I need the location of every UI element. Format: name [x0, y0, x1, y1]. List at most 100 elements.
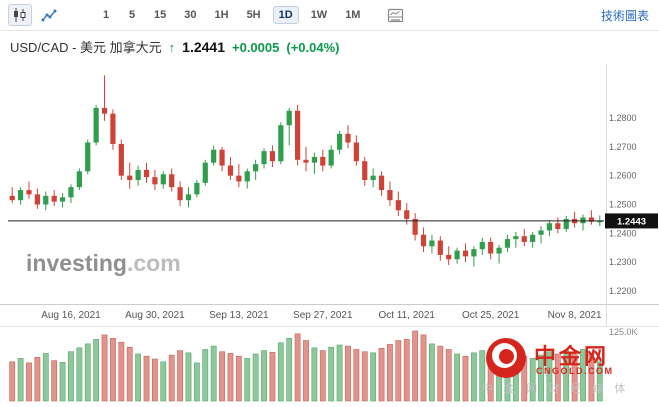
volume-bar [185, 352, 192, 402]
y-tick-label: 1.2400 [609, 228, 637, 238]
candlestick-style-button[interactable] [8, 4, 32, 26]
candle-body [236, 175, 242, 182]
candle-body [429, 240, 435, 247]
volume-bar [143, 355, 150, 402]
candle-body [370, 175, 376, 180]
indicators-button[interactable] [383, 4, 407, 26]
volume-bar [420, 334, 427, 402]
y-tick-label: 1.2800 [609, 113, 637, 123]
candle-body [546, 223, 553, 231]
candle-body [143, 169, 150, 178]
volume-bar [17, 358, 24, 402]
candle-body [169, 174, 175, 188]
volume-bar [252, 353, 259, 402]
volume-axis-label: 125.0K [609, 327, 638, 337]
candle-body [17, 190, 24, 201]
volume-bar [219, 351, 225, 402]
candle-body [530, 234, 536, 242]
candle-body [555, 223, 561, 229]
timeframe-5[interactable]: 5 [122, 6, 142, 24]
technical-chart-link[interactable]: 技術圖表 [600, 8, 649, 23]
x-axis: Aug 16, 2021 Aug 30, 2021 Sep 13, 2021 Sep … [41, 310, 602, 321]
candle-body [286, 110, 292, 126]
candle-body [194, 182, 200, 195]
timeframe-15[interactable]: 15 [148, 6, 172, 24]
volume-bar [429, 343, 435, 402]
volume-bar [554, 353, 561, 402]
candle-body [462, 250, 469, 257]
candle-body [269, 151, 276, 162]
y-axis: 1.2800 1.2700 1.2600 1.2500 1.2400 1.2300 1.22… [609, 113, 637, 296]
cngold-domain: CNGOLD.COM [536, 366, 614, 376]
candle-body [118, 143, 124, 176]
candle-body [34, 194, 40, 205]
volume-bar [445, 349, 452, 402]
volume-bar [529, 358, 536, 402]
line-style-button[interactable] [37, 4, 61, 26]
candle-body [446, 254, 452, 260]
volume-bar [311, 347, 318, 402]
volume-bar [42, 353, 49, 402]
candle-body [51, 195, 57, 202]
x-tick-label: Sep 27, 2021 [293, 310, 353, 321]
candle-body [336, 133, 343, 150]
y-tick-label: 1.2500 [609, 199, 637, 209]
candle-body [26, 190, 32, 195]
candle-body [588, 217, 595, 222]
volume-bar [76, 347, 83, 402]
volume-bar [269, 351, 276, 402]
candle-body [261, 151, 267, 165]
chart-canvas[interactable]: 1.2800 1.2700 1.2600 1.2500 1.2400 1.2300 1.22… [0, 58, 659, 407]
candle-body [185, 194, 192, 201]
volume-bar [345, 345, 351, 402]
watermark-bold: investing [26, 250, 127, 276]
timeframe-1m[interactable]: 1M [339, 6, 366, 24]
timeframe-5h[interactable]: 5H [241, 6, 267, 24]
candle-body [395, 200, 401, 211]
timeframe-1w[interactable]: 1W [305, 6, 334, 24]
volume-bar [370, 352, 377, 402]
x-tick-label: Aug 16, 2021 [41, 310, 101, 321]
candle-body [488, 241, 494, 254]
candle-body [303, 159, 309, 163]
volume-bar [353, 349, 360, 402]
candle-body [353, 142, 359, 162]
candle-body [278, 125, 284, 162]
volume-bar [68, 351, 74, 402]
current-price-tag-label: 1.2443 [617, 216, 646, 227]
candle-body [404, 210, 410, 219]
volume-bar [319, 350, 326, 402]
volume-bar [387, 344, 393, 402]
candle-body [152, 177, 158, 185]
candle-body [420, 234, 427, 247]
volume-bar [177, 350, 183, 402]
volume-bar [395, 340, 402, 402]
timeframe-30[interactable]: 30 [178, 6, 202, 24]
candle-body [412, 218, 418, 235]
x-tick-label: Oct 11, 2021 [378, 310, 435, 321]
last-price: 1.2441 [182, 39, 225, 55]
volume-bar [538, 354, 544, 402]
volume-bar [235, 355, 242, 402]
candle-body [538, 230, 544, 235]
timeframe-1h[interactable]: 1H [209, 6, 235, 24]
line-chart-icon [41, 9, 56, 21]
candle-body [311, 156, 317, 163]
volume-bar [101, 334, 108, 402]
volume-bar [294, 333, 301, 402]
candle-body [219, 149, 225, 166]
quote-header: USD/CAD - 美元 加拿大元 ↑ 1.2441 +0.0005 (+0.0… [0, 31, 659, 60]
current-price-tag [605, 213, 658, 229]
timeframe-1[interactable]: 1 [96, 6, 116, 24]
indicators-icon [387, 8, 404, 22]
timeframe-1d[interactable]: 1D [272, 6, 299, 24]
volume-bar [588, 353, 595, 402]
volume-bar [26, 362, 32, 402]
volume-bar [546, 351, 553, 402]
candle-body [513, 236, 519, 240]
candle-body [345, 133, 351, 143]
volume-bar [193, 362, 200, 402]
cngold-logo: 中 金 网 财 经 媒 体 中金网 CNGOLD.COM [482, 338, 656, 404]
timeframe-group: 1 5 15 30 1H 5H 1D 1W 1M [96, 6, 366, 24]
y-tick-label: 1.2200 [609, 286, 637, 296]
